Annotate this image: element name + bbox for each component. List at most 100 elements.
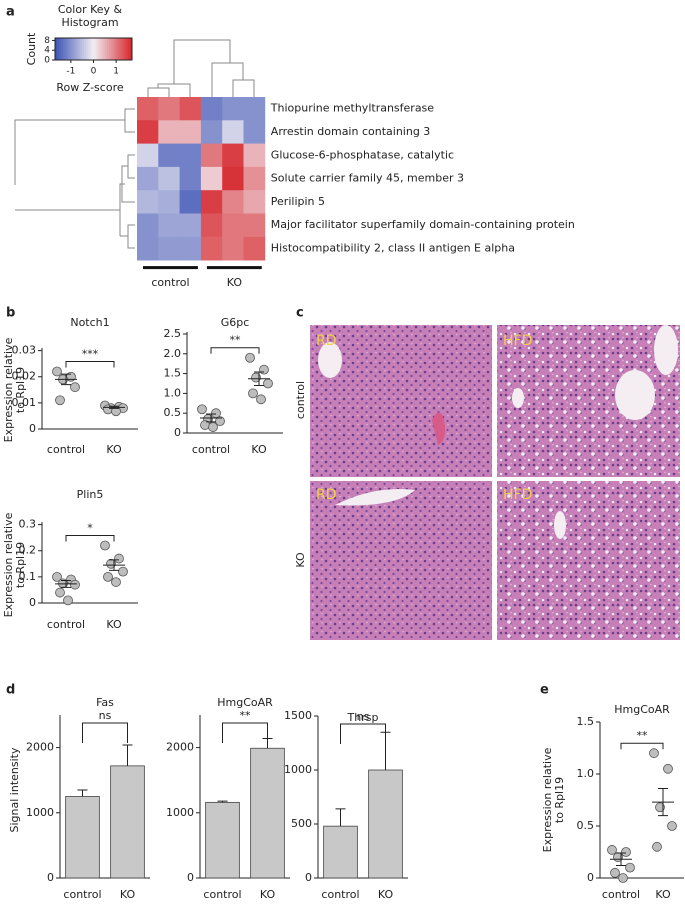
chart-title: Notch1 bbox=[70, 316, 109, 329]
color-key-swatch bbox=[85, 38, 89, 60]
y-axis-label: Expression relative bbox=[2, 512, 15, 617]
y-tick-label: 1.0 bbox=[164, 386, 182, 399]
data-point bbox=[625, 862, 635, 873]
significance-bracket bbox=[82, 722, 128, 743]
y-axis-label: Expression relative bbox=[541, 747, 554, 852]
histology-label: RD bbox=[316, 487, 337, 503]
sem-bar bbox=[658, 788, 668, 817]
significance-label: ns bbox=[357, 710, 370, 723]
bar bbox=[65, 796, 100, 879]
data-point bbox=[100, 540, 110, 551]
significance-bracket bbox=[620, 742, 664, 750]
significance-label: ** bbox=[240, 709, 252, 722]
sem-bar bbox=[206, 413, 216, 423]
y-tick-label: 0 bbox=[305, 871, 312, 884]
y-tick-label: 2000 bbox=[166, 741, 194, 754]
color-key-swatch bbox=[76, 38, 79, 60]
y-tick-label: 0 bbox=[29, 596, 36, 609]
y-tick-label: 2000 bbox=[26, 741, 54, 754]
x-tick-label: KO bbox=[106, 443, 122, 456]
y-tick-label: 1000 bbox=[26, 806, 54, 819]
key-x-label: Row Z-score bbox=[56, 81, 123, 94]
heatmap-cell bbox=[222, 97, 244, 121]
y-tick-label: 1000 bbox=[284, 763, 312, 776]
chart-title: HmgCoAR bbox=[614, 703, 670, 716]
color-key-swatch bbox=[62, 38, 66, 60]
data-point bbox=[111, 577, 121, 587]
bar bbox=[323, 825, 358, 879]
group-label: KO bbox=[227, 276, 243, 289]
y-tick-label: 0.1 bbox=[19, 570, 37, 583]
x-tick-label: control bbox=[321, 888, 359, 901]
data-point bbox=[263, 378, 273, 389]
key-title: Histogram bbox=[61, 16, 118, 29]
heatmap-cell bbox=[158, 166, 180, 191]
data-point bbox=[655, 802, 665, 813]
color-key-swatch bbox=[124, 38, 127, 60]
color-key-swatch bbox=[126, 38, 129, 60]
x-tick-label: control bbox=[602, 888, 640, 901]
data-point bbox=[55, 395, 65, 406]
error-bar bbox=[335, 808, 346, 827]
color-key-swatch bbox=[66, 38, 69, 60]
heatmap-cell bbox=[137, 213, 159, 238]
panel-label: b bbox=[6, 306, 15, 321]
color-key-swatch bbox=[83, 38, 87, 60]
x-tick-label: KO bbox=[378, 888, 394, 901]
color-key-swatch bbox=[64, 38, 68, 60]
color-key-swatch bbox=[99, 38, 102, 60]
data-point bbox=[58, 578, 68, 589]
significance-bracket bbox=[222, 722, 268, 743]
data-point bbox=[103, 571, 113, 582]
significance-label: * bbox=[87, 522, 93, 535]
key-tick-label: 1 bbox=[113, 67, 119, 77]
significance-bracket bbox=[210, 347, 260, 354]
color-key-swatch bbox=[89, 38, 93, 60]
data-point bbox=[649, 748, 659, 759]
data-point bbox=[621, 847, 631, 857]
chart-title: Thrsp bbox=[347, 711, 379, 724]
color-key-swatch bbox=[72, 38, 75, 60]
y-axis-label: to Rpl19 bbox=[14, 367, 27, 413]
y-tick-label: 0 bbox=[47, 871, 54, 884]
row-label: Major facilitator superfamily domain-con… bbox=[271, 218, 575, 231]
heatmap-cell bbox=[158, 143, 180, 168]
heatmap-cell bbox=[222, 143, 244, 168]
significance-bracket bbox=[65, 535, 115, 542]
data-point bbox=[118, 566, 128, 577]
color-key-swatch bbox=[105, 38, 108, 60]
y-axis-label: Expression relative bbox=[2, 337, 15, 442]
heatmap-cell bbox=[179, 213, 202, 238]
significance-label: ** bbox=[637, 729, 649, 742]
heatmap-cell bbox=[137, 190, 159, 214]
group-bar bbox=[206, 266, 262, 270]
sem-bar bbox=[616, 852, 626, 867]
histology-label: HFD bbox=[503, 333, 532, 349]
bar bbox=[250, 747, 285, 879]
color-key-swatch bbox=[130, 38, 133, 60]
color-key-swatch bbox=[112, 38, 116, 60]
data-point bbox=[52, 366, 62, 377]
color-key-swatch bbox=[78, 38, 81, 60]
histology-label: RD bbox=[316, 333, 337, 349]
heatmap-cell bbox=[179, 120, 202, 144]
color-key-swatch bbox=[87, 38, 91, 60]
row-label: Histocompatibility 2, class II antigen E… bbox=[271, 241, 515, 254]
bar bbox=[110, 765, 145, 879]
color-key-swatch bbox=[58, 38, 62, 60]
heatmap-cell bbox=[200, 120, 223, 144]
row-label: Arrestin domain containing 3 bbox=[271, 125, 431, 138]
data-point bbox=[55, 587, 65, 598]
sem-bar bbox=[61, 580, 71, 588]
histology-row-label: KO bbox=[294, 552, 307, 568]
heatmap-cell bbox=[200, 143, 223, 168]
key-title: Color Key & bbox=[58, 3, 123, 16]
color-key-swatch bbox=[95, 38, 98, 60]
chart-title: HmgCoAR bbox=[217, 696, 273, 709]
heatmap-cell bbox=[179, 190, 202, 214]
x-tick-label: KO bbox=[251, 443, 267, 456]
significance-bracket bbox=[340, 723, 386, 744]
data-point bbox=[667, 821, 677, 831]
y-tick-label: 1.5 bbox=[577, 715, 595, 728]
heatmap-cell bbox=[179, 236, 202, 261]
